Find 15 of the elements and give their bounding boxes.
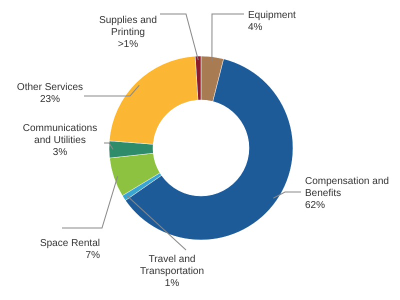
data-label: 1%: [164, 278, 180, 289]
slice-label: Travel and Transportation: [140, 254, 204, 277]
data-label: 7%: [86, 250, 100, 261]
slice-label: Supplies and Printing: [99, 15, 157, 38]
donut-slice: [125, 58, 294, 240]
slice-label: Compensation and Benefits: [305, 176, 389, 199]
data-label: 4%: [248, 22, 263, 33]
slice-label: Communications and Utilities: [22, 123, 98, 146]
slice-label: Space Rental: [40, 238, 100, 249]
slice-label: Other Services: [16, 82, 84, 93]
data-label: 62%: [305, 200, 326, 211]
data-label: >1%: [118, 39, 138, 50]
data-label: 3%: [52, 147, 68, 158]
slice-label: Equipment: [248, 10, 296, 21]
data-label: 23%: [40, 94, 60, 105]
